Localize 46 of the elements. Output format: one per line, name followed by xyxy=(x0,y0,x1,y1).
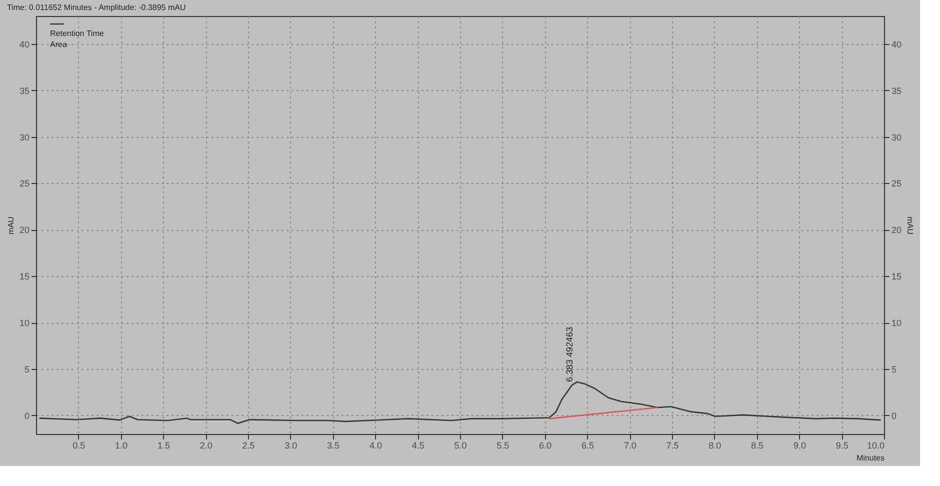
y2-tick-label: 5 xyxy=(892,364,897,374)
line-series xyxy=(38,381,882,424)
y2-tick-label: 25 xyxy=(892,178,902,189)
x-tick-label: 7.0 xyxy=(624,440,636,450)
y2-tick-label: 30 xyxy=(892,132,902,142)
y2-tick-label: 15 xyxy=(892,272,902,282)
x-tick-label: 3.5 xyxy=(327,440,340,450)
y2-tick-label: 10 xyxy=(892,318,902,328)
y-tick-label: 25 xyxy=(19,178,30,189)
chart-title: Time: 0.011652 Minutes - Amplitude: -0.3895 mAU xyxy=(6,3,186,12)
y-tick-label: 30 xyxy=(19,132,30,142)
x-tick-label: 0.5 xyxy=(72,440,86,450)
x-tick-label: 10.0 xyxy=(866,440,884,450)
x-tick-label: 6.0 xyxy=(539,440,552,450)
x-axis-title: Minutes xyxy=(856,454,884,462)
y-tick-label: 20 xyxy=(19,225,30,236)
x-tick-label: 8.0 xyxy=(708,440,722,450)
x-tick-label: 4.0 xyxy=(369,440,382,450)
x-tick-label: 1.0 xyxy=(115,440,128,450)
y-tick-label: 40 xyxy=(19,39,30,50)
x-tick-label: 9.0 xyxy=(793,440,806,450)
x-tick-label: 3.0 xyxy=(284,440,298,450)
x-tick-label: 4.5 xyxy=(412,440,424,450)
y-tick-label: 35 xyxy=(19,86,30,96)
x-tick-label: 5.5 xyxy=(496,440,510,450)
x-tick-label: 5.0 xyxy=(454,440,467,450)
annotation: Retention Time xyxy=(50,29,104,38)
y2-tick-label: 20 xyxy=(892,225,902,236)
y-tick-label: 15 xyxy=(19,272,30,282)
annotation: Area xyxy=(50,40,68,49)
y2-tick-label: 0 xyxy=(892,410,897,421)
x-tick-label: 6.5 xyxy=(581,440,594,450)
y2-tick-label: 40 xyxy=(892,39,902,50)
x-tick-label: 2.5 xyxy=(242,440,255,450)
x-tick-label: 9.5 xyxy=(836,440,848,450)
x-tick-label: 7.5 xyxy=(666,440,679,450)
y2-tick-label: 35 xyxy=(892,86,902,96)
y-axis-title: mAU xyxy=(6,216,16,234)
x-tick-label: 1.5 xyxy=(157,440,170,450)
y-tick-label: 5 xyxy=(24,364,30,374)
y2-axis-title: mAU xyxy=(906,216,915,235)
y-tick-label: 10 xyxy=(19,318,30,328)
y-tick-label: 0 xyxy=(24,410,30,421)
x-tick-label: 8.5 xyxy=(751,440,764,450)
annotation: 6.383 492463 xyxy=(564,326,574,382)
x-tick-label: 2.0 xyxy=(200,440,212,450)
